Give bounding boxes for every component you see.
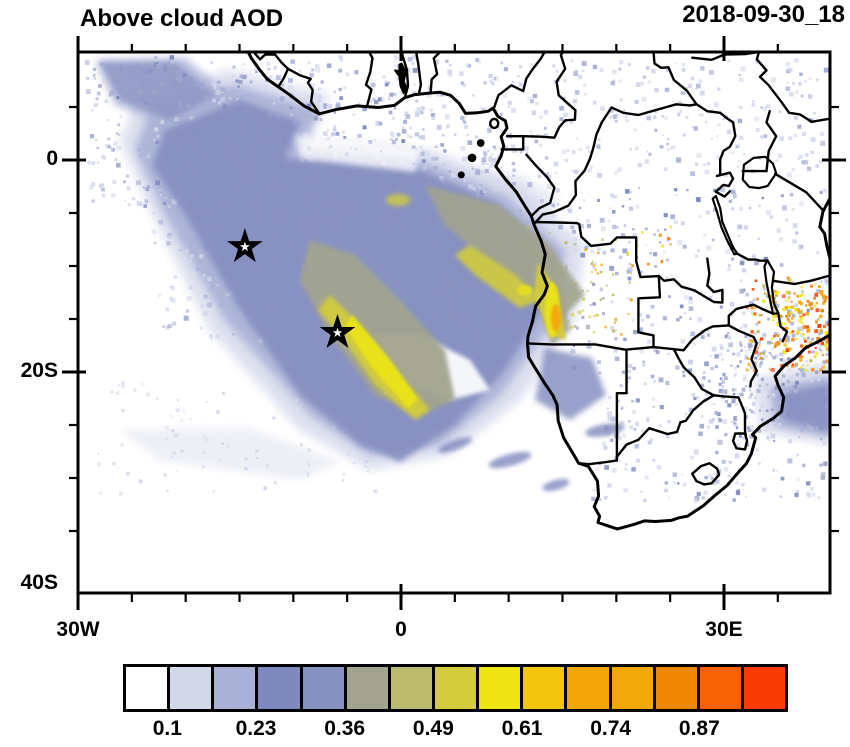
y-axis-tick-label: 40S <box>20 571 58 594</box>
colorbar-tick-label: 0.74 <box>590 717 632 740</box>
colorbar-tick-label: 0.49 <box>412 717 454 740</box>
colorbar-cell <box>390 667 435 709</box>
country-border <box>522 52 577 139</box>
colorbar-tick-label: 0.1 <box>152 717 182 740</box>
country-border <box>695 103 722 114</box>
country-border <box>414 52 423 96</box>
country-border <box>306 77 321 115</box>
country-border <box>712 394 748 439</box>
colorbar-cell <box>743 667 786 709</box>
figure-title: Above cloud AOD <box>80 5 284 32</box>
axes-layer <box>62 36 846 610</box>
country-border <box>252 52 290 70</box>
aerosol-yellow-layer <box>318 194 566 420</box>
country-border <box>600 103 698 124</box>
country-border <box>277 67 290 89</box>
country-border <box>577 394 715 466</box>
country-border <box>492 52 546 111</box>
country-border <box>526 342 676 351</box>
country-border <box>652 52 698 106</box>
colorbar-cell <box>170 667 215 709</box>
lake-tanganyika <box>711 194 739 256</box>
country-border <box>672 348 715 397</box>
country-border <box>429 52 442 94</box>
lake-malawi <box>763 259 780 315</box>
colorbar-cell <box>214 667 259 709</box>
country-border <box>672 324 730 352</box>
country-border <box>400 52 410 100</box>
country-border <box>364 52 374 108</box>
x-axis-tick-label: 30E <box>705 618 743 641</box>
colorbar-cell <box>434 667 480 709</box>
country-border <box>500 135 525 151</box>
country-border <box>755 52 830 123</box>
lake-victoria <box>741 155 778 190</box>
colorbar-cell <box>699 667 744 709</box>
colorbar-cell <box>302 667 347 709</box>
country-border <box>657 257 724 304</box>
country-border <box>525 153 556 218</box>
figure-timestamp: 2018-09-30_18 <box>682 1 845 28</box>
colorbar-tick-label: 0.61 <box>501 717 543 740</box>
country-border <box>777 312 789 343</box>
country-border <box>771 274 830 286</box>
principe-island <box>476 139 485 147</box>
country-border <box>736 252 769 262</box>
country-border <box>727 324 758 388</box>
colorbar-cell <box>655 667 700 709</box>
star-marker <box>319 314 356 348</box>
colorbar-cell <box>611 667 656 709</box>
x-axis-tick-label: 30W <box>56 618 100 641</box>
colorbar-cell <box>479 667 524 709</box>
east-coastline <box>818 196 830 261</box>
colorbar-cell <box>567 667 612 709</box>
y-axis-tick-label: 0 <box>46 147 58 170</box>
colorbar-tick-label: 0.87 <box>678 717 720 740</box>
geography-layer <box>246 52 830 531</box>
y-axis-tick-label: 20S <box>20 359 58 382</box>
sao-tome-island <box>467 153 477 163</box>
country-border <box>719 111 737 176</box>
country-border <box>615 349 628 462</box>
lake-volta <box>394 62 408 95</box>
country-border <box>714 171 735 193</box>
country-border <box>532 121 603 226</box>
colorbar <box>123 664 788 712</box>
eswatini-border <box>731 432 749 451</box>
country-border <box>637 274 662 349</box>
country-border <box>286 67 312 81</box>
country-border <box>714 190 732 198</box>
colorbar-cell <box>126 667 171 709</box>
colorbar-cell <box>346 667 391 709</box>
colorbar-cell <box>523 667 568 709</box>
bioko-island <box>489 117 500 130</box>
country-border <box>532 220 660 279</box>
map-content <box>85 52 830 531</box>
colorbar-tick-label: 0.36 <box>324 717 366 740</box>
x-axis-tick-label: 0 <box>395 618 407 641</box>
colorbar-tick-label: 0.23 <box>235 717 277 740</box>
colorbar-cell <box>258 667 303 709</box>
country-border <box>727 303 775 327</box>
annobon-island <box>457 171 465 179</box>
star-marker <box>227 228 263 263</box>
country-border <box>773 172 825 213</box>
lesotho-border <box>691 462 721 486</box>
